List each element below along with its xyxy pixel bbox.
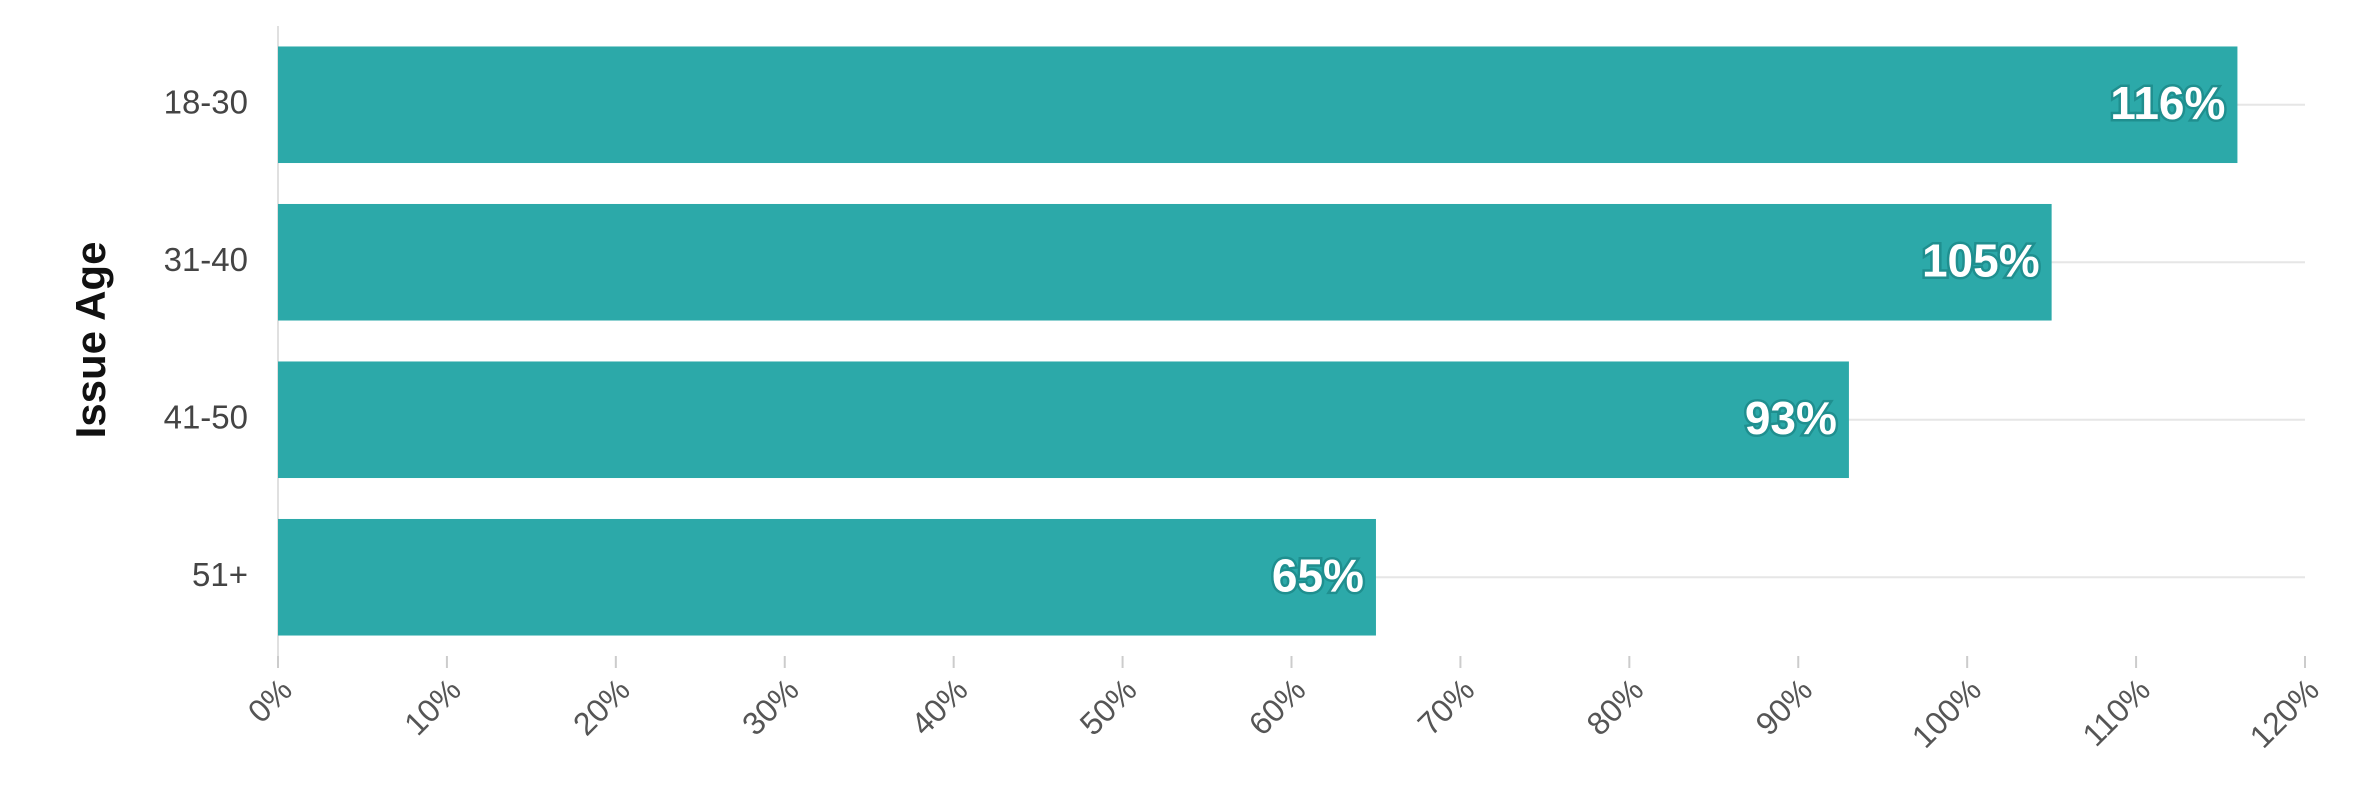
y-tick-label: 31-40 bbox=[164, 241, 248, 278]
x-tick-label: 100% bbox=[1905, 671, 1988, 754]
x-tick-label: 120% bbox=[2243, 671, 2326, 754]
bar bbox=[278, 361, 1849, 479]
value-label: 93% bbox=[1745, 392, 1837, 444]
bar bbox=[278, 46, 2238, 164]
x-tick-label: 20% bbox=[566, 671, 637, 742]
y-tick-label: 18-30 bbox=[164, 83, 248, 120]
y-tick-label: 51+ bbox=[192, 556, 248, 593]
x-tick-label: 110% bbox=[2075, 671, 2157, 753]
y-axis-title: Issue Age bbox=[67, 242, 114, 439]
bar bbox=[278, 518, 1376, 636]
x-tick-label: 0% bbox=[241, 671, 299, 729]
value-label: 116% bbox=[2110, 77, 2225, 129]
x-tick-label: 10% bbox=[397, 671, 468, 742]
x-tick-label: 50% bbox=[1073, 671, 1144, 742]
x-tick-label: 40% bbox=[904, 671, 975, 742]
y-tick-label: 41-50 bbox=[164, 398, 248, 435]
x-tick-label: 60% bbox=[1242, 671, 1313, 742]
x-tick-label: 30% bbox=[735, 671, 806, 742]
x-tick-label: 90% bbox=[1748, 671, 1819, 742]
x-tick-label: 70% bbox=[1411, 671, 1482, 742]
value-label: 105% bbox=[1922, 234, 2040, 286]
bar bbox=[278, 203, 2052, 321]
value-label: 65% bbox=[1272, 549, 1364, 601]
x-tick-label: 80% bbox=[1580, 671, 1651, 742]
